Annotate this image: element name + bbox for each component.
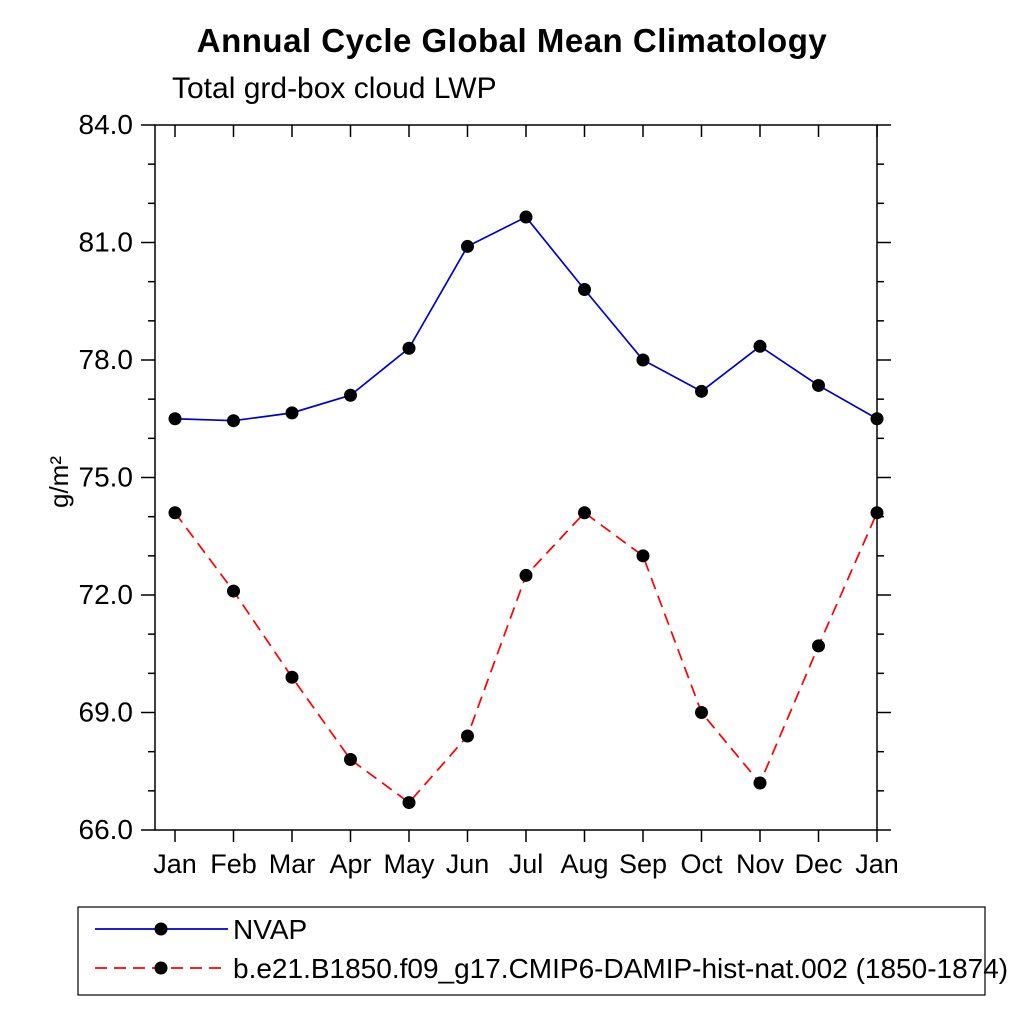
x-tick-label: Feb bbox=[210, 849, 257, 879]
chart-subtitle: Total grd-box cloud LWP bbox=[172, 72, 497, 105]
data-point bbox=[519, 568, 533, 582]
data-point bbox=[285, 670, 299, 684]
y-tick-label: 72.0 bbox=[79, 579, 134, 610]
data-point bbox=[344, 388, 357, 402]
legend-marker bbox=[154, 922, 168, 936]
y-tick-label: 78.0 bbox=[79, 344, 134, 375]
data-point bbox=[285, 406, 299, 420]
data-point bbox=[695, 384, 708, 398]
x-tick-label: Jan bbox=[855, 849, 899, 879]
data-point bbox=[461, 729, 474, 743]
x-tick-label: Jan bbox=[153, 849, 197, 879]
data-point bbox=[812, 378, 825, 392]
legend-label: b.e21.B1850.f09_g17.CMIP6-DAMIP-hist-nat… bbox=[233, 953, 1008, 984]
series-line-0 bbox=[174, 215, 878, 422]
data-point bbox=[753, 339, 767, 353]
data-point bbox=[168, 506, 182, 520]
data-point bbox=[870, 506, 884, 520]
x-tick-label: Apr bbox=[329, 849, 371, 879]
data-point bbox=[578, 506, 591, 520]
y-tick-label: 69.0 bbox=[79, 697, 134, 728]
data-point bbox=[812, 639, 825, 653]
x-tick-label: Dec bbox=[794, 849, 842, 879]
data-point bbox=[168, 412, 182, 426]
data-point bbox=[870, 412, 884, 426]
data-point bbox=[227, 584, 240, 598]
data-point bbox=[636, 549, 650, 563]
data-point bbox=[344, 753, 357, 766]
x-tick-label: Aug bbox=[560, 849, 608, 879]
y-tick-label: 84.0 bbox=[79, 109, 134, 140]
data-point bbox=[227, 414, 240, 428]
data-point bbox=[461, 239, 474, 253]
data-point bbox=[753, 776, 767, 790]
chart-title: Annual Cycle Global Mean Climatology bbox=[196, 22, 828, 59]
x-tick-label: Nov bbox=[736, 849, 785, 879]
x-tick-label: May bbox=[383, 849, 435, 879]
legend-box bbox=[77, 906, 986, 996]
y-tick-label: 81.0 bbox=[79, 227, 134, 258]
data-point bbox=[578, 283, 591, 296]
data-point bbox=[695, 706, 708, 719]
plot-frame bbox=[154, 124, 878, 831]
data-point bbox=[636, 353, 650, 367]
legend-label: NVAP bbox=[233, 914, 307, 945]
x-tick-label: Sep bbox=[619, 849, 667, 879]
data-point bbox=[402, 796, 416, 810]
series-line-1 bbox=[174, 511, 878, 804]
y-tick-label: 66.0 bbox=[79, 814, 134, 845]
legend-marker bbox=[154, 961, 168, 975]
x-tick-label: Oct bbox=[680, 849, 723, 879]
x-tick-label: Jul bbox=[509, 849, 544, 879]
x-tick-label: Mar bbox=[269, 849, 316, 879]
x-tick-label: Jun bbox=[446, 849, 490, 879]
y-tick-label: 75.0 bbox=[79, 462, 134, 493]
data-point bbox=[402, 341, 416, 355]
data-point bbox=[519, 210, 533, 224]
